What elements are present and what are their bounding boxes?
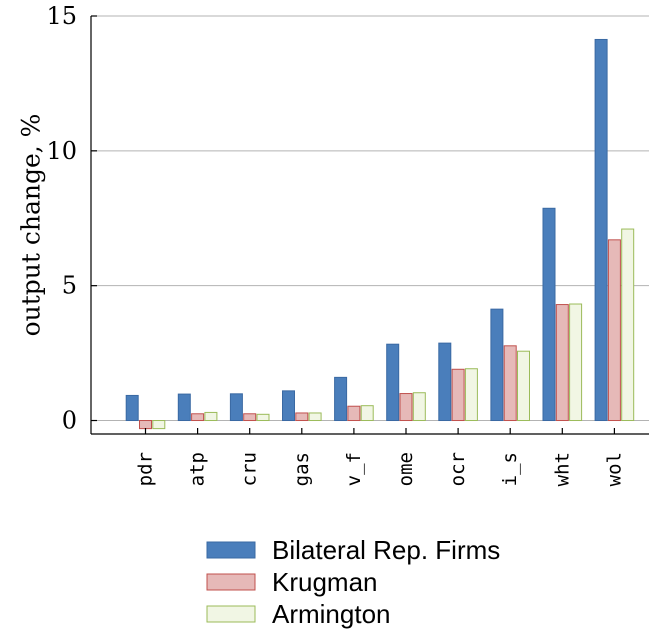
bar-bilateral-rep-firms-i_s (490, 308, 504, 422)
x-tick-labels: pdr atp cru gas v_f ome ocr i_s wht wol (135, 452, 626, 486)
bar-krugman-i_s (503, 345, 517, 422)
y-tick-labels: 0 5 10 15 (46, 2, 77, 435)
legend-swatch (206, 573, 256, 591)
legend-label: Krugman (272, 567, 378, 597)
bar-armington-pdr (152, 420, 166, 430)
bar-krugman-cru (243, 413, 257, 422)
bar-armington-gas (308, 412, 322, 422)
bar-krugman-ocr (451, 368, 465, 422)
x-tick-label: wht (551, 452, 573, 486)
x-tick-label: gas (291, 452, 313, 486)
bar-bilateral-rep-firms-pdr (125, 394, 139, 422)
y-tick-label: 0 (62, 407, 77, 435)
bar-krugman-wht (555, 304, 569, 422)
bar-krugman-ome (399, 393, 413, 422)
bar-krugman-v_f (347, 405, 361, 422)
x-tick-label: atp (187, 452, 209, 486)
bar-bilateral-rep-firms-atp (177, 393, 191, 422)
bar-armington-wht (569, 303, 583, 422)
x-tick-label: ome (395, 452, 417, 486)
bar-krugman-pdr (139, 420, 152, 430)
bar-bilateral-rep-firms-ome (386, 343, 400, 422)
bar-bilateral-rep-firms-wol (594, 38, 608, 422)
legend-label: Bilateral Rep. Firms (272, 535, 500, 565)
x-tick-label: wol (603, 452, 625, 486)
bar-armington-atp (204, 411, 218, 422)
bar-armington-cru (256, 413, 270, 422)
x-tick-label: i_s (499, 452, 521, 486)
x-tick-label: v_f (343, 452, 365, 486)
bar-bilateral-rep-firms-ocr (438, 342, 452, 422)
axes (90, 15, 649, 435)
bar-krugman-wol (607, 239, 621, 422)
bar-krugman-atp (191, 413, 205, 422)
bar-bilateral-rep-firms-gas (282, 390, 295, 422)
y-tick-label: 15 (46, 2, 77, 30)
bar-armington-wol (621, 228, 635, 422)
x-tick-label: ocr (447, 452, 469, 486)
y-tick-label: 5 (62, 272, 77, 300)
bar-bilateral-rep-firms-v_f (334, 376, 348, 422)
legend-swatch (206, 541, 256, 559)
bar-armington-v_f (360, 405, 374, 422)
legend-label: Armington (272, 599, 391, 629)
bar-bilateral-rep-firms-cru (229, 393, 243, 422)
y-tick-label: 10 (46, 137, 77, 165)
y-axis-label: output change, % (17, 114, 46, 337)
bar-krugman-gas (295, 412, 309, 422)
bars (125, 38, 635, 430)
bar-bilateral-rep-firms-wht (542, 207, 556, 422)
legend-swatch (206, 605, 256, 623)
x-tick-label: cru (239, 452, 261, 486)
bar-armington-ome (412, 392, 426, 422)
bar-armington-i_s (517, 350, 530, 422)
x-tick-label: pdr (135, 452, 157, 486)
bar-armington-ocr (464, 368, 478, 422)
